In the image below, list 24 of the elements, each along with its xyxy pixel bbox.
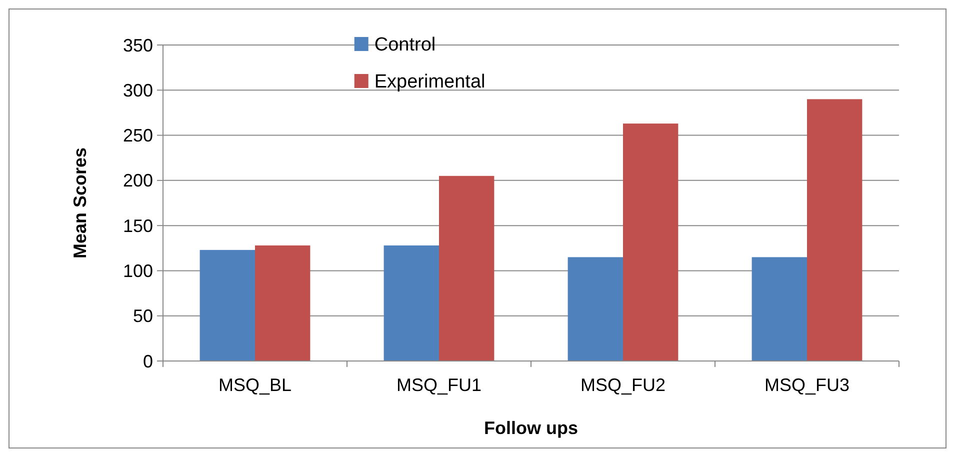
y-tick-label: 250 bbox=[122, 126, 153, 146]
bar bbox=[752, 257, 807, 361]
y-tick-label: 150 bbox=[122, 216, 153, 236]
bar bbox=[807, 99, 862, 361]
x-tick-label: MSQ_FU1 bbox=[396, 375, 482, 395]
y-tick-label: 100 bbox=[122, 261, 153, 282]
y-tick-label: 300 bbox=[122, 80, 153, 100]
y-tick-label: 0 bbox=[142, 351, 153, 372]
y-axis-title: Mean Scores bbox=[70, 147, 90, 259]
bar bbox=[384, 245, 439, 361]
x-tick-label: MSQ_FU3 bbox=[764, 375, 850, 395]
y-tick-label: 350 bbox=[122, 35, 153, 56]
x-tick-label: MSQ_BL bbox=[218, 375, 292, 395]
y-tick-label: 50 bbox=[132, 306, 153, 326]
x-tick-label: MSQ_FU2 bbox=[580, 375, 666, 395]
bar bbox=[623, 124, 678, 361]
bar bbox=[439, 176, 494, 361]
y-tick-label: 200 bbox=[122, 170, 153, 191]
bar bbox=[568, 257, 623, 361]
legend-label: Control bbox=[374, 34, 436, 56]
bar bbox=[255, 245, 310, 361]
legend-label: Experimental bbox=[374, 72, 486, 93]
bar bbox=[200, 250, 255, 361]
x-axis-title: Follow ups bbox=[484, 418, 578, 438]
